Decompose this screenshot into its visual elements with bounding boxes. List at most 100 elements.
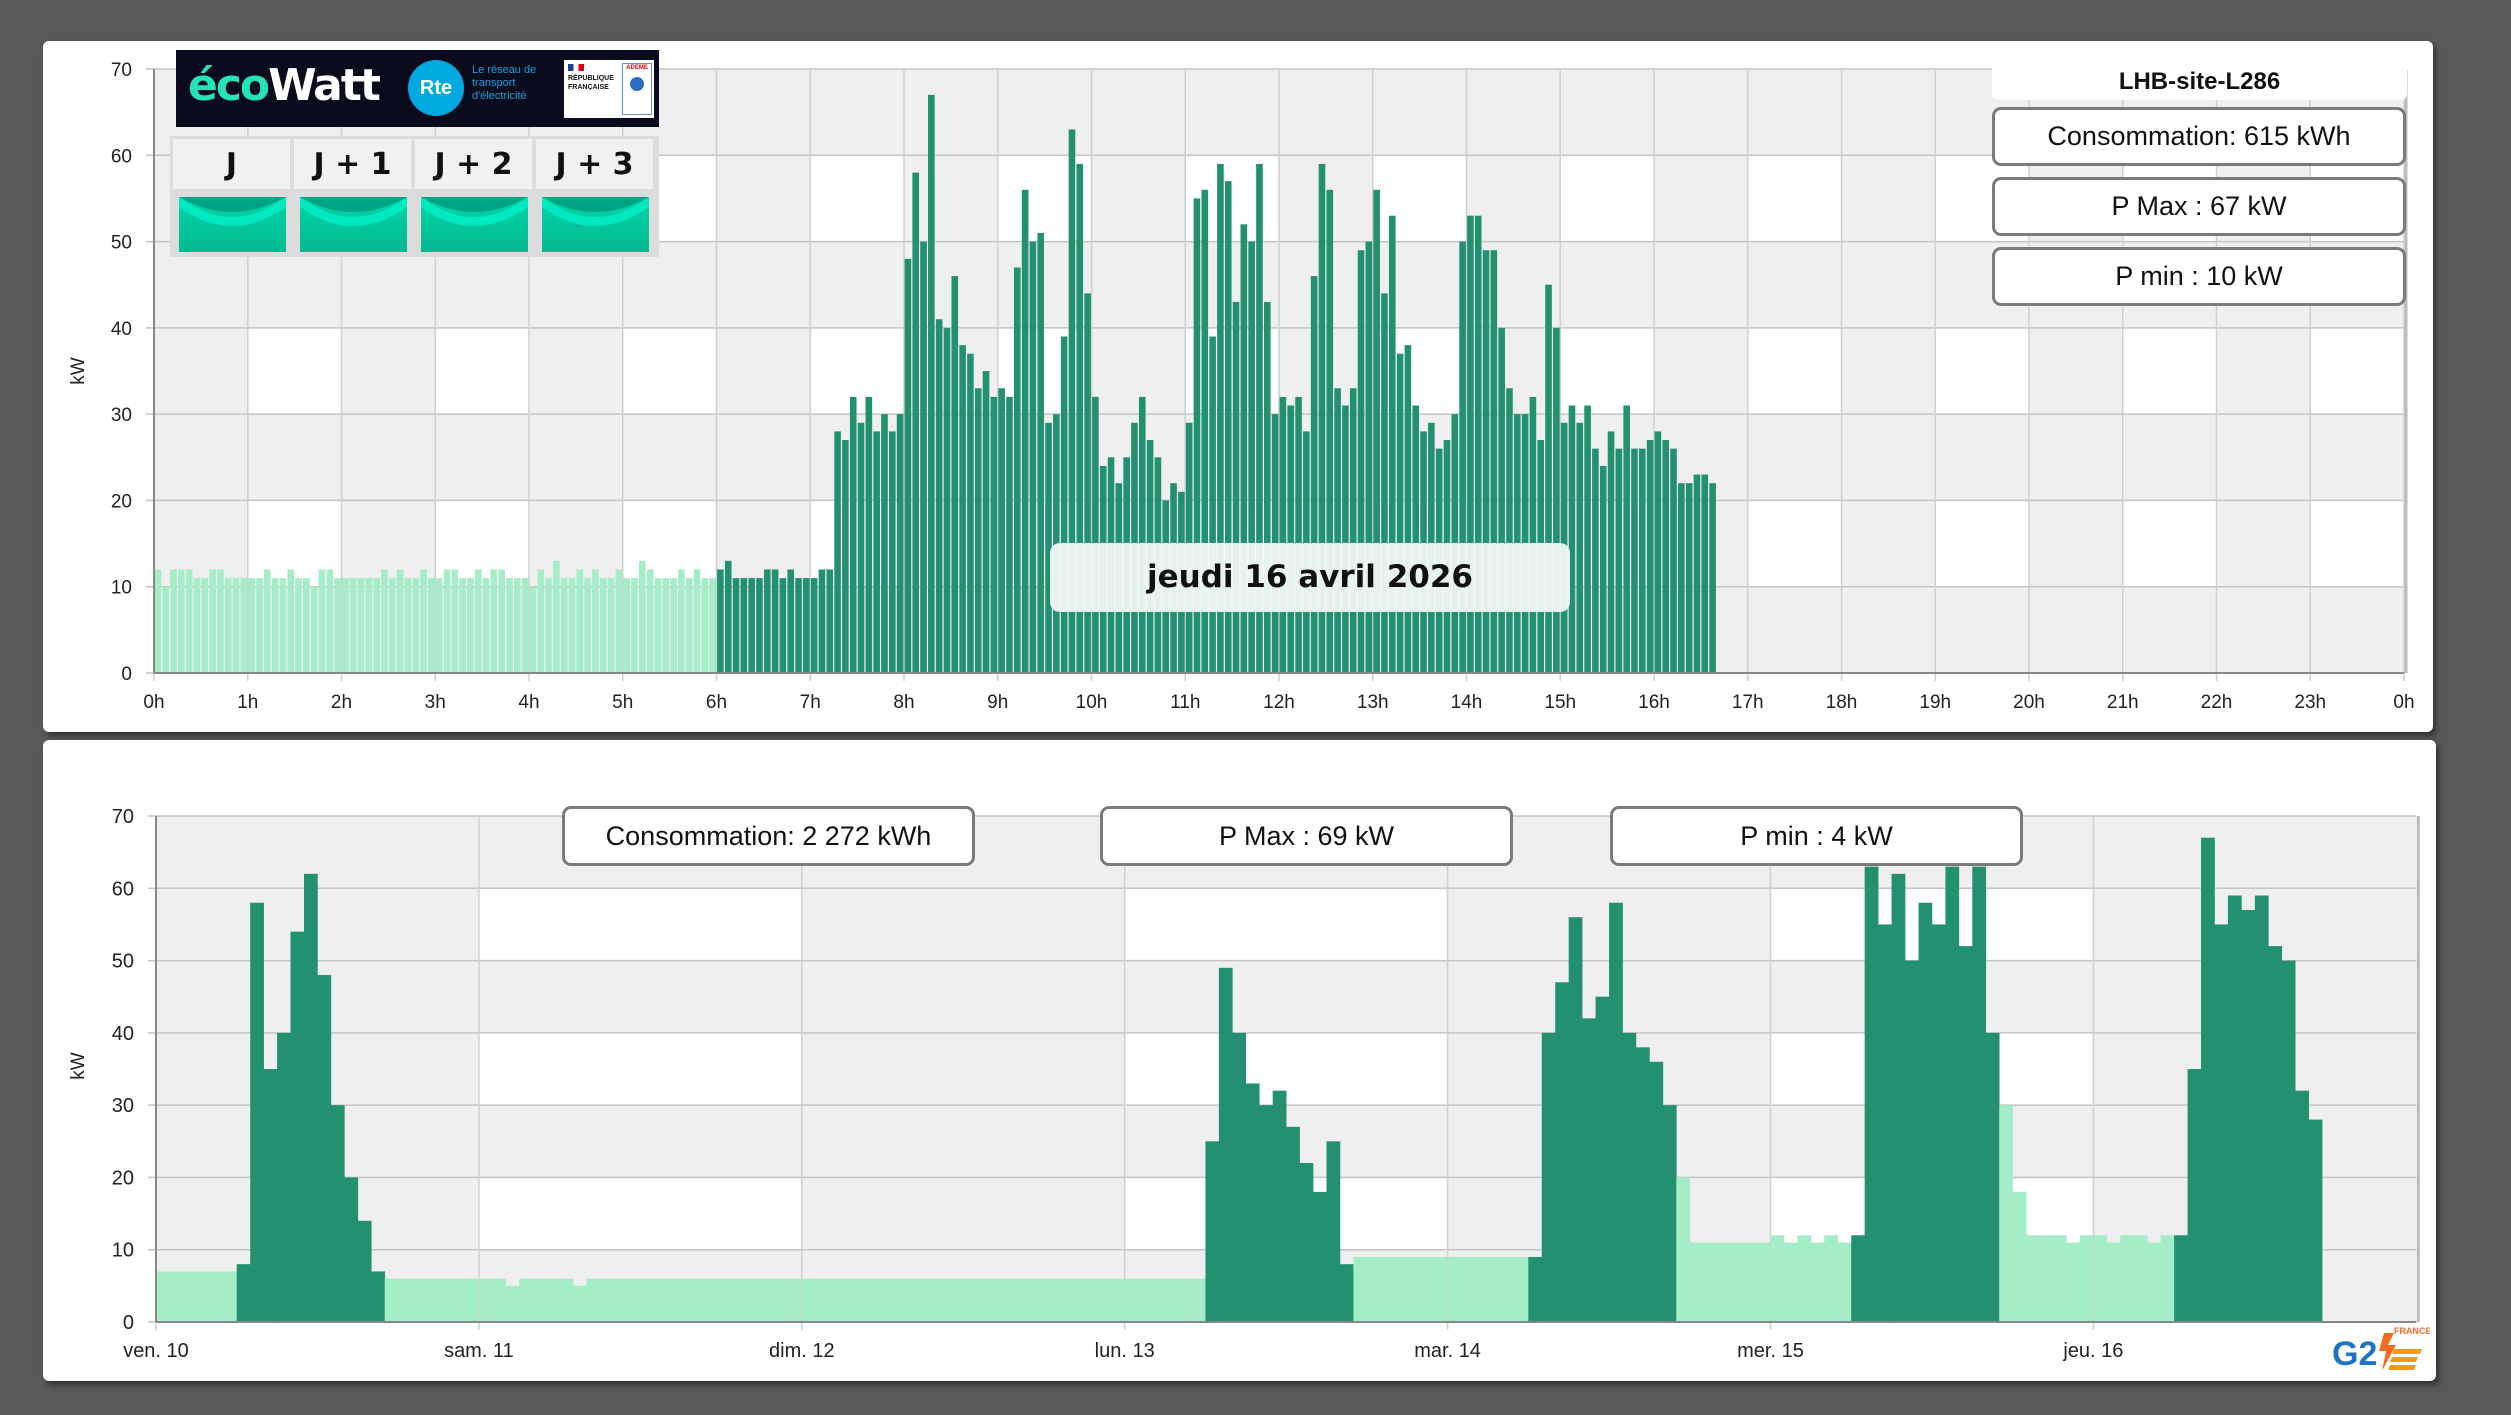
bar-peak [1662, 1105, 1677, 1322]
x-tick-label: 14h [1451, 692, 1483, 713]
globe-icon [630, 77, 644, 91]
grid-cell [2216, 500, 2311, 587]
bar-off-peak [169, 1271, 184, 1322]
bar-off-peak [1380, 1256, 1395, 1322]
grid-cell [341, 500, 436, 587]
bar-off-peak [963, 1278, 978, 1322]
bar-off-peak [185, 569, 193, 673]
bar-off-peak [1353, 1256, 1368, 1322]
bar-off-peak [156, 1271, 170, 1322]
grid-cell [904, 241, 998, 328]
bar-off-peak [631, 578, 638, 673]
bar-peak [1623, 405, 1630, 673]
bar-peak [763, 569, 771, 673]
bar-off-peak [721, 1278, 735, 1322]
x-tick-label: 5h [612, 692, 633, 713]
bar-off-peak [1514, 1256, 1529, 1322]
grid-cell [478, 1177, 802, 1250]
x-tick-label: 15h [1544, 692, 1576, 713]
bar-off-peak [2133, 1235, 2148, 1322]
grid-cell [1654, 500, 1748, 587]
bar-off-peak [1837, 1242, 1852, 1322]
bar-off-peak [196, 1271, 211, 1322]
grid-cell [1841, 500, 1936, 587]
bar-peak [1553, 327, 1560, 673]
bar-peak [1931, 924, 1946, 1322]
bar-off-peak [623, 578, 630, 673]
bar-off-peak [425, 1278, 439, 1322]
bar-off-peak [685, 578, 693, 673]
grid-cell [997, 241, 1092, 328]
forecast-day-j: J [173, 139, 290, 254]
bar-peak [1490, 250, 1498, 673]
bar-peak [1295, 396, 1302, 673]
bar-peak [1662, 440, 1670, 673]
bar-peak [771, 569, 779, 673]
grid-cell [1466, 155, 1561, 242]
bar-off-peak [2053, 1235, 2067, 1322]
bar-off-peak [256, 578, 263, 673]
bar-peak [2214, 924, 2229, 1322]
grid-cell [801, 1032, 1125, 1106]
bar-peak [1592, 448, 1599, 673]
grid-cell [810, 586, 904, 673]
bar-off-peak [532, 1278, 547, 1322]
bar-peak [1217, 163, 1224, 673]
bar-peak [371, 1271, 386, 1322]
bar-peak [1584, 405, 1591, 673]
grid-cell [904, 500, 998, 587]
bar-off-peak [747, 1278, 762, 1322]
grid-cell [2310, 500, 2404, 587]
bar-peak [935, 319, 943, 673]
bar-off-peak [381, 569, 388, 673]
bar-peak [1506, 388, 1513, 673]
bar-peak [1576, 422, 1584, 673]
bar-peak [1299, 1162, 1314, 1322]
bar-off-peak [398, 1278, 412, 1322]
bar-off-peak [492, 1278, 507, 1322]
bar-off-peak [209, 569, 216, 673]
bar-off-peak [1770, 1235, 1785, 1322]
bar-off-peak [560, 578, 568, 673]
bar-off-peak [909, 1278, 924, 1322]
y-tick-label: 40 [111, 319, 132, 340]
bar-peak [1381, 293, 1388, 673]
y-tick-label: 50 [111, 233, 132, 254]
bar-peak [1037, 232, 1045, 673]
bar-off-peak [599, 578, 607, 673]
bar-peak [2201, 837, 2215, 1322]
x-tick-label: 9h [987, 692, 1008, 713]
bar-off-peak [990, 1278, 1004, 1322]
bar-off-peak [224, 578, 232, 673]
x-tick-label: 8h [893, 692, 914, 713]
bar-peak [1498, 327, 1505, 673]
bar-peak [1412, 405, 1420, 673]
grid-cell [529, 586, 623, 673]
bar-peak [1373, 189, 1380, 674]
bar-off-peak [287, 569, 295, 673]
bar-peak [1555, 982, 1569, 1322]
g2-logo-text: G2 [2332, 1335, 2377, 1373]
site-name: LHB-site-L286 [1992, 64, 2407, 100]
grid-cell [2029, 586, 2123, 673]
bar-peak [732, 578, 740, 673]
bar-off-peak [667, 1278, 682, 1322]
bar-off-peak [638, 560, 646, 673]
x-tick-label: 6h [706, 692, 727, 713]
bar-off-peak [1191, 1278, 1206, 1322]
bar-off-peak [2012, 1191, 2027, 1322]
bar-off-peak [709, 578, 716, 673]
grid-cell [1372, 327, 1467, 415]
grid-cell [1747, 327, 1842, 415]
french-flag-icon [568, 64, 584, 71]
bar-off-peak [646, 569, 654, 673]
bar-off-peak [506, 578, 513, 673]
forecast-day-label: J + 2 [415, 139, 532, 189]
bar-off-peak [936, 1278, 951, 1322]
grid-cell [2122, 586, 2217, 673]
grid-cell [1466, 241, 1561, 328]
bar-peak [330, 1105, 345, 1322]
bar-peak [1218, 967, 1233, 1322]
x-tick-label: 20h [2013, 692, 2045, 713]
forecast-day-label: J [173, 139, 290, 189]
